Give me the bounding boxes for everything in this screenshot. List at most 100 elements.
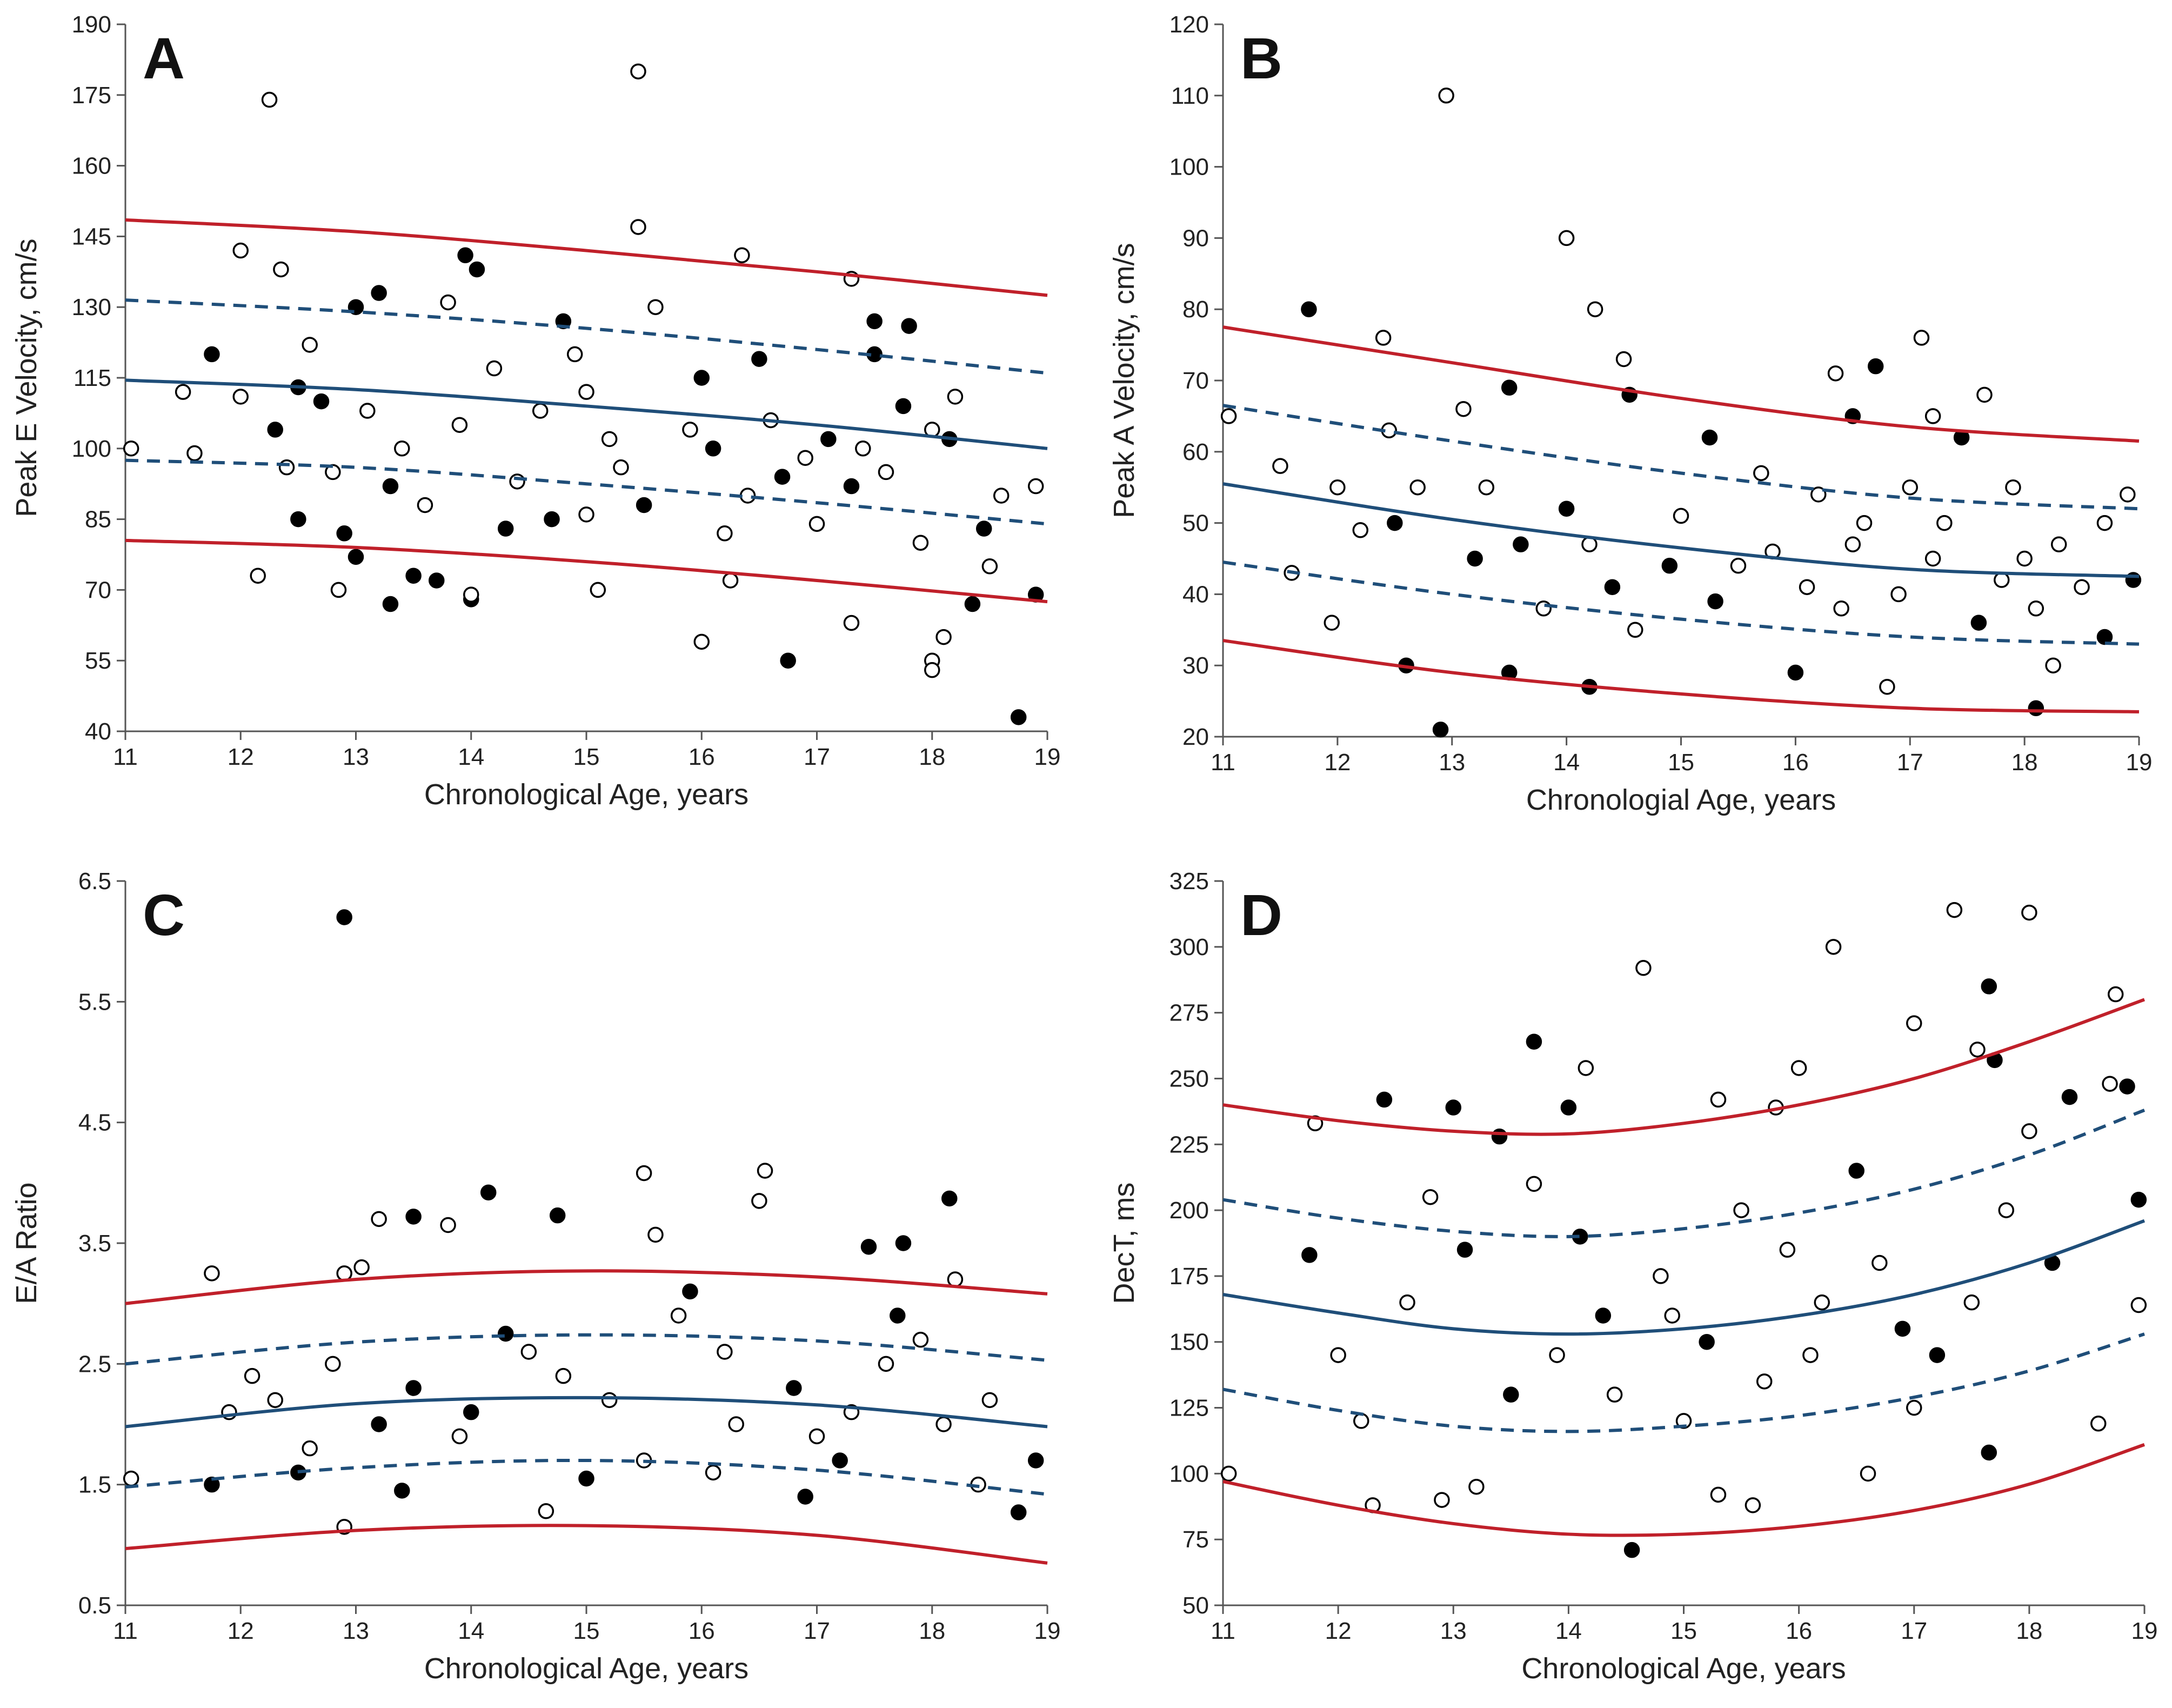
data-point-open	[1330, 1347, 1346, 1363]
data-point-open	[843, 615, 860, 631]
data-point-open	[1455, 401, 1472, 417]
x-tick-label: 13	[1439, 749, 1465, 776]
data-point-open	[532, 403, 549, 419]
data-point-open	[1779, 1242, 1796, 1258]
data-point-open	[1833, 601, 1849, 617]
data-point-open	[359, 403, 376, 419]
y-tick-label: 85	[85, 506, 111, 533]
x-tick-label: 11	[1211, 1618, 1235, 1644]
data-point-open	[2130, 1297, 2147, 1313]
data-point-open	[302, 1440, 318, 1457]
data-point-open	[734, 247, 750, 264]
x-axis-title: Chronologial Age, years	[1526, 784, 1836, 816]
y-tick-label: 200	[1169, 1197, 1209, 1224]
data-point-open	[1753, 465, 1769, 482]
data-point-filled	[751, 351, 767, 367]
data-point-open	[947, 389, 964, 405]
data-point-open	[1913, 330, 1930, 346]
curve-lower-inner	[125, 1458, 1048, 1496]
data-point-filled	[1623, 1542, 1640, 1558]
y-axis-title: Peak E Velocity, cm/s	[10, 238, 43, 517]
data-point-filled	[1848, 1163, 1864, 1179]
data-point-open	[981, 1392, 998, 1409]
data-point-open	[440, 294, 456, 311]
curve-upper-limit	[125, 218, 1048, 297]
data-point-filled	[866, 313, 883, 330]
data-point-open	[1844, 536, 1861, 552]
data-point-filled	[1701, 429, 1718, 446]
x-tick-label: 12	[228, 744, 254, 770]
data-point-open	[630, 219, 646, 235]
y-tick-label: 90	[1182, 225, 1209, 251]
data-point-open	[273, 261, 289, 278]
data-point-open	[566, 346, 583, 363]
data-point-open	[278, 459, 295, 476]
curve-lower-limit	[1222, 639, 2140, 713]
data-point-open	[1478, 479, 1495, 496]
data-point-open	[463, 586, 479, 603]
data-point-filled	[382, 478, 399, 495]
y-tick-label: 0.5	[78, 1592, 111, 1619]
data-point-open	[204, 1265, 220, 1282]
data-point-filled	[1604, 579, 1621, 595]
curve-upper-limit	[1222, 325, 2140, 443]
data-point-filled	[290, 511, 306, 528]
data-point-filled	[797, 1489, 813, 1505]
data-point-open	[1756, 1373, 1773, 1390]
data-point-open	[250, 568, 266, 584]
data-point-open	[451, 1428, 468, 1445]
data-point-filled	[497, 1325, 514, 1342]
data-point-filled	[895, 398, 912, 415]
curve-upper-inner	[1222, 1109, 2146, 1238]
x-tick-label: 19	[1034, 744, 1061, 770]
data-point-open	[1879, 678, 1895, 695]
y-tick-label: 60	[1182, 439, 1209, 465]
y-tick-label: 20	[1182, 724, 1209, 750]
x-tick-label: 13	[1440, 1618, 1467, 1644]
x-tick-label: 14	[458, 1618, 484, 1644]
data-point-open	[371, 1211, 387, 1227]
x-tick-label: 15	[573, 744, 600, 770]
y-tick-label: 250	[1169, 1065, 1209, 1092]
data-point-filled	[941, 1190, 958, 1207]
curve-lower-limit	[125, 538, 1048, 604]
curve-mean	[1222, 482, 2140, 578]
data-point-open	[2102, 1076, 2118, 1092]
data-point-open	[808, 516, 825, 532]
x-tick-label: 16	[1786, 1618, 1812, 1644]
y-tick-label: 50	[1182, 510, 1209, 537]
data-point-filled	[2061, 1089, 2078, 1105]
x-tick-label: 16	[689, 1618, 715, 1644]
data-point-open	[1946, 902, 1963, 918]
data-point-open	[1352, 522, 1368, 538]
data-point-open	[325, 1356, 341, 1372]
curve-lower-inner	[1222, 561, 2140, 646]
curve-mean	[125, 1396, 1048, 1429]
data-point-filled	[705, 441, 721, 457]
data-point-open	[1710, 1486, 1727, 1503]
data-point-open	[302, 337, 318, 353]
y-tick-label: 100	[72, 436, 111, 462]
x-axis-title: Chronological Age, years	[424, 778, 748, 811]
data-point-open	[728, 1416, 744, 1432]
data-point-open	[1438, 88, 1454, 104]
curve-upper-inner	[125, 298, 1048, 375]
data-point-open	[330, 582, 347, 598]
data-point-open	[1220, 1465, 1237, 1482]
data-point-open	[2016, 550, 2033, 567]
data-point-open	[486, 360, 503, 377]
panel-letter: B	[1240, 25, 1282, 91]
data-point-filled	[544, 511, 560, 528]
data-point-filled	[1558, 501, 1575, 517]
data-point-open	[1526, 1176, 1542, 1192]
data-point-filled	[382, 596, 399, 612]
data-point-open	[2107, 986, 2124, 1003]
data-point-filled	[463, 1404, 479, 1420]
data-point-filled	[394, 1483, 410, 1499]
x-tick-label: 18	[919, 1618, 945, 1644]
data-point-open	[935, 629, 952, 645]
x-tick-label: 12	[1324, 749, 1351, 776]
y-axis-title: Peak A Velocity, cm/s	[1108, 243, 1140, 518]
data-point-filled	[693, 370, 710, 386]
panel-d: 50 75 100 125 150 175 200 225 250 275 300 325 11 12 13…	[1108, 868, 2157, 1685]
